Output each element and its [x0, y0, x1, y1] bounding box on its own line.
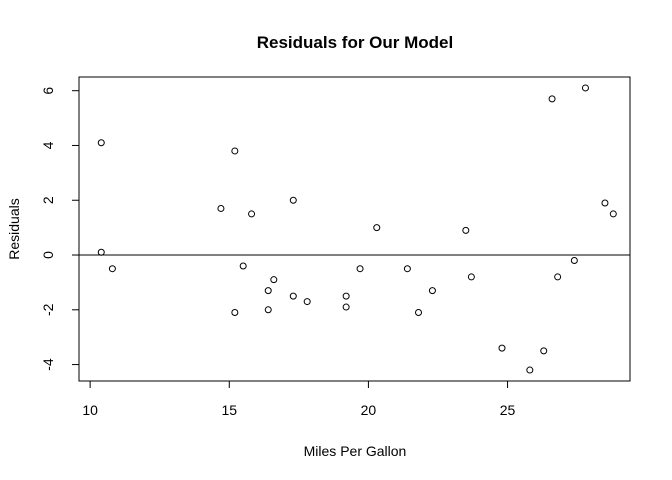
data-point	[548, 95, 556, 103]
data-point	[231, 147, 239, 155]
plot-frame	[78, 76, 631, 382]
data-point	[428, 287, 436, 295]
data-point	[289, 292, 297, 300]
y-axis-label: Residuals	[6, 198, 22, 259]
y-tick-label: -2	[40, 303, 56, 316]
data-point	[97, 248, 105, 256]
data-point	[108, 265, 116, 273]
y-axis: -4 -2 0 2 4 6	[40, 87, 80, 371]
y-tick-label: 4	[40, 141, 56, 149]
data-point	[554, 273, 562, 281]
data-point	[601, 199, 609, 207]
scatter-points	[97, 84, 617, 374]
data-point	[270, 276, 278, 284]
chart-title: Residuals for Our Model	[257, 33, 453, 52]
data-point	[231, 309, 239, 317]
data-point	[248, 210, 256, 218]
data-point	[373, 224, 381, 232]
data-point	[415, 309, 423, 317]
data-point	[581, 84, 589, 92]
data-point	[609, 210, 617, 218]
data-point	[467, 273, 475, 281]
data-point	[462, 226, 470, 234]
data-point	[289, 196, 297, 204]
data-point	[342, 303, 350, 311]
data-point	[526, 366, 534, 374]
x-axis: 10 15 20 25	[82, 380, 516, 418]
data-point	[498, 344, 506, 352]
data-point	[570, 256, 578, 264]
data-point	[264, 306, 272, 314]
data-point	[264, 287, 272, 295]
data-point	[303, 298, 311, 306]
data-point	[217, 204, 225, 212]
data-point	[356, 265, 364, 273]
data-point	[342, 292, 350, 300]
x-axis-label: Miles Per Gallon	[304, 443, 407, 459]
y-tick-label: 0	[40, 251, 56, 259]
data-point	[403, 265, 411, 273]
y-tick-label: 2	[40, 196, 56, 204]
y-tick-label: 6	[40, 87, 56, 95]
x-tick-label: 25	[500, 402, 516, 418]
y-tick-label: -4	[40, 358, 56, 371]
x-tick-label: 15	[221, 402, 237, 418]
data-point	[540, 347, 548, 355]
x-tick-label: 10	[82, 402, 98, 418]
data-point	[239, 262, 247, 270]
data-point	[97, 139, 105, 147]
x-tick-label: 20	[361, 402, 377, 418]
